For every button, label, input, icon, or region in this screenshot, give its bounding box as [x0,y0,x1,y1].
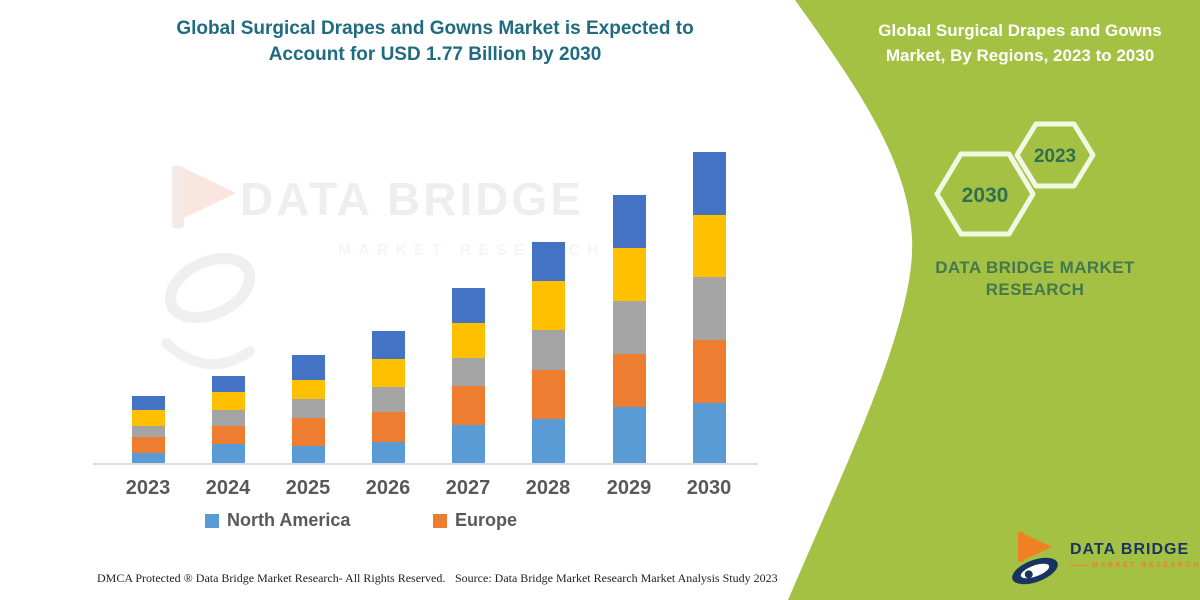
stacked-bar-chart [90,130,770,465]
bar-segment-unlabeled-yellow [692,215,726,277]
legend-label-north-america: North America [227,510,351,530]
bar-segment-unlabeled-dark-blue [131,396,165,410]
bar-segment-unlabeled-dark-blue [211,376,245,392]
bar-segment-unlabeled-yellow [211,392,245,410]
bar-2025 [291,355,325,465]
bar-segment-unlabeled-dark-blue [692,152,726,215]
legend-item-europe: Europe [433,510,517,531]
side-panel-title: Global Surgical Drapes and Gowns Market,… [878,21,1162,65]
bar-segment-europe [291,418,325,446]
x-axis-label-2030: 2030 [686,477,732,499]
bar-segment-unlabeled-yellow [612,248,646,301]
hexagon-large-year: 2030 [962,184,1009,207]
x-axis-label-2027: 2027 [445,477,491,499]
bar-segment-unlabeled-dark-blue [451,288,485,323]
bar-segment-north-america [211,444,245,465]
bar-segment-unlabeled-gray [211,410,245,426]
bar-segment-north-america [612,407,646,465]
legend-item-north-america: North America [205,510,350,531]
bar-segment-unlabeled-dark-blue [371,331,405,359]
bar-segment-north-america [371,442,405,465]
bar-2023 [131,396,165,465]
bar-segment-north-america [291,446,325,465]
logo-wordmark: DATA BRIDGE [1070,541,1190,558]
logo-divider-left [1070,565,1088,566]
bar-segment-north-america [451,425,485,465]
side-panel-brand-text: DATA BRIDGE MARKET RESEARCH [935,258,1135,299]
bar-segment-north-america [531,419,565,465]
watermark-logo-icon [161,166,256,370]
bar-segment-unlabeled-yellow [371,359,405,387]
x-axis-label-2025: 2025 [285,477,331,499]
legend-swatch-north-america [205,513,219,528]
bar-segment-unlabeled-dark-blue [291,355,325,380]
bar-segment-north-america [131,453,165,465]
bar-segment-europe [211,426,245,444]
bar-segment-unlabeled-gray [692,277,726,340]
bar-segment-europe [131,437,165,453]
x-axis-label-2029: 2029 [606,477,652,499]
x-axis-labels: 2023 2024 2025 2026 2027 2028 2029 2030 [125,477,732,499]
bar-2028 [531,242,565,465]
x-axis-label-2024: 2024 [205,477,251,499]
bar-segment-unlabeled-gray [291,399,325,418]
hexagon-small-year: 2023 [1034,146,1076,167]
bar-2027 [451,288,485,465]
bar-segment-unlabeled-yellow [291,380,325,399]
hexagon-small [1014,121,1096,189]
x-axis-label-2023: 2023 [125,477,171,499]
legend-label-europe: Europe [455,510,518,530]
data-bridge-logo-icon [1012,532,1058,585]
bar-segment-europe [692,340,726,403]
bar-segment-europe [371,412,405,442]
bar-segment-unlabeled-gray [612,301,646,354]
x-axis-label-2028: 2028 [525,477,571,499]
x-axis-label-2026: 2026 [365,477,411,499]
bar-segment-unlabeled-dark-blue [531,242,565,281]
chart-title: Global Surgical Drapes and Gowns Market … [176,18,694,65]
bar-segment-europe [612,354,646,407]
bar-segment-unlabeled-gray [451,358,485,386]
hexagon-large [934,151,1036,237]
bar-2026 [371,331,405,465]
hexagon-years-graphic: 2030 2023 [934,121,1096,237]
bar-segment-unlabeled-dark-blue [612,195,646,248]
bar-segment-unlabeled-gray [371,387,405,412]
source-note: Source: Data Bridge Market Research Mark… [455,571,778,585]
bar-segment-europe [451,386,485,425]
legend-swatch-europe [433,513,447,528]
watermark-text: DATA BRIDGE [240,173,584,225]
bar-segment-unlabeled-gray [531,330,565,370]
bar-segment-unlabeled-yellow [451,323,485,358]
bar-2030 [692,152,726,465]
data-bridge-logo: DATA BRIDGE MARKET RESEARCH [1006,528,1200,586]
bar-segment-europe [531,370,565,419]
bar-2029 [612,195,646,465]
bar-segment-unlabeled-yellow [531,281,565,330]
x-axis-line [93,463,758,465]
bar-segment-north-america [692,403,726,465]
dmca-copyright-note: DMCA Protected ® Data Bridge Market Rese… [97,571,446,585]
bar-segment-unlabeled-yellow [131,410,165,426]
bar-segment-unlabeled-gray [131,426,165,437]
logo-sub-wordmark: MARKET RESEARCH [1092,562,1200,569]
bar-2024 [211,376,245,465]
